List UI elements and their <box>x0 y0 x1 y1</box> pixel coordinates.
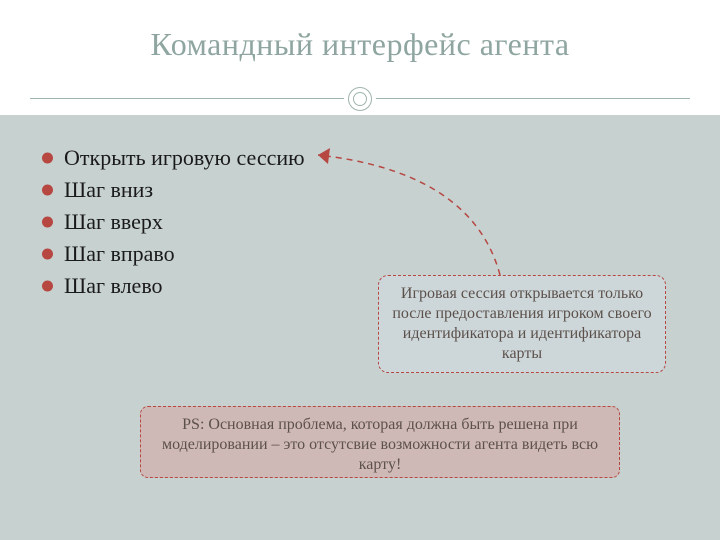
list-item: Шаг влево <box>42 273 305 299</box>
ornament-circle-inner <box>353 92 367 106</box>
body-area: Открыть игровую сессию Шаг вниз Шаг вверх Ш… <box>0 115 720 540</box>
callout-session-note: Игровая сессия открывается только после … <box>378 275 666 373</box>
ornament-line-left <box>30 98 344 99</box>
command-list: Открыть игровую сессию Шаг вниз Шаг вверх Ш… <box>42 145 305 305</box>
list-item: Шаг вверх <box>42 209 305 235</box>
list-item: Открыть игровую сессию <box>42 145 305 171</box>
arrow-path <box>318 155 500 275</box>
list-item: Шаг вниз <box>42 177 305 203</box>
ornament-line-right <box>376 98 690 99</box>
list-item: Шаг вправо <box>42 241 305 267</box>
callout-ps-note: PS: Основная проблема, которая должна бы… <box>140 406 620 478</box>
slide-title: Командный интерфейс агента <box>0 0 720 63</box>
slide: Командный интерфейс агента Открыть игров… <box>0 0 720 540</box>
header-area: Командный интерфейс агента <box>0 0 720 115</box>
arrow-head <box>318 148 330 164</box>
callout-arrow <box>300 140 530 290</box>
title-ornament <box>0 86 720 110</box>
